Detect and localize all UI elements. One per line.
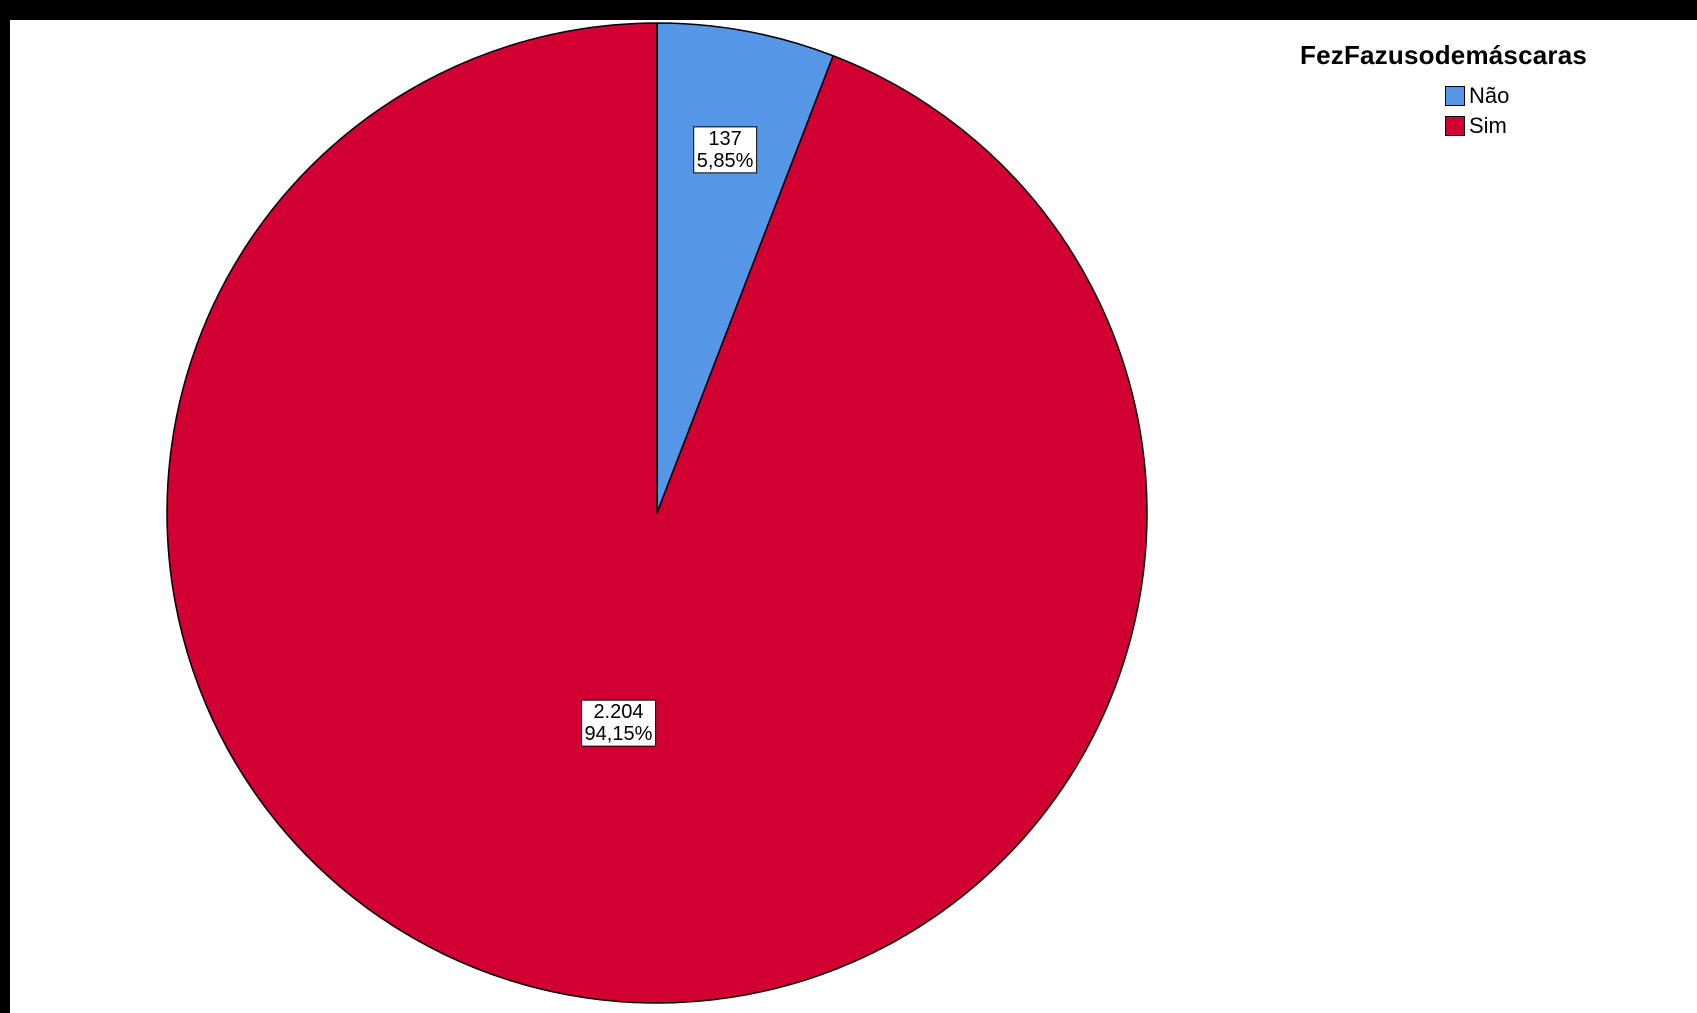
legend-item-nao: Não <box>1445 81 1680 111</box>
data-label-count: 137 <box>708 128 741 150</box>
legend-swatch-nao <box>1445 86 1465 106</box>
legend-title: FezFazusodemáscaras <box>1300 40 1588 70</box>
data-label-percent: 5,85% <box>697 150 754 172</box>
data-label-box <box>581 699 657 747</box>
data-label-count: 2.204 <box>593 701 643 723</box>
data-label-percent: 94,15% <box>585 723 653 745</box>
legend-label-sim: Sim <box>1469 113 1507 138</box>
legend: FezFazusodemáscaras Não Sim <box>1300 40 1680 141</box>
legend-swatch-sim <box>1445 116 1465 136</box>
data-label-box <box>693 126 758 174</box>
pie-slice-sim <box>166 22 1148 1004</box>
legend-label-nao: Não <box>1469 83 1510 108</box>
chart-canvas: 137 5,85% 2.204 94,15% FezFazusodemáscaras … <box>10 20 1697 1013</box>
legend-item-sim: Sim <box>1445 111 1680 141</box>
